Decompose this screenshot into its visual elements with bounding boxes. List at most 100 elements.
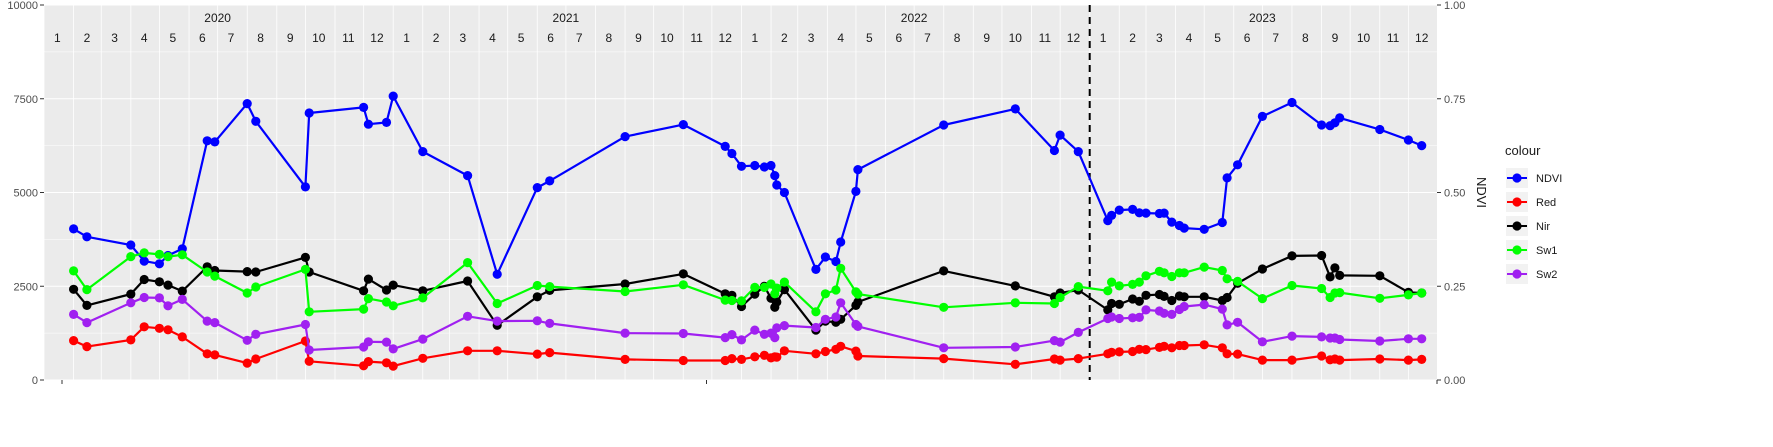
- month-label: 3: [808, 31, 815, 45]
- year-label: 2023: [1249, 11, 1276, 25]
- data-point-nir: [251, 267, 261, 277]
- data-point-sw2: [1287, 331, 1297, 341]
- data-point-red: [532, 349, 542, 359]
- data-point-nir: [177, 286, 187, 296]
- data-point-sw2: [1107, 312, 1117, 322]
- data-point-red: [1199, 340, 1209, 350]
- legend: colour NDVI Red Nir Sw1 Sw2: [1505, 143, 1562, 284]
- data-point-nir: [532, 292, 542, 302]
- y-axis-left: 0 2500 5000 7500 10000: [7, 0, 44, 387]
- data-point-red: [1055, 355, 1065, 365]
- data-point-sw2: [1141, 305, 1151, 315]
- data-point-sw2: [1233, 317, 1243, 327]
- data-point-red: [1233, 349, 1243, 359]
- data-point-sw2: [836, 298, 846, 308]
- data-point-red: [1403, 355, 1413, 365]
- data-point-red: [1167, 343, 1177, 353]
- data-point-ndvi: [750, 160, 760, 171]
- data-point-ndvi: [418, 147, 428, 157]
- data-point-ndvi: [1049, 145, 1059, 156]
- data-point-sw2: [300, 319, 310, 330]
- data-point-ndvi: [492, 269, 502, 279]
- month-label: 5: [518, 31, 525, 45]
- data-point-nir: [1287, 251, 1297, 261]
- legend-label: Red: [1536, 197, 1556, 209]
- data-point-sw2: [1217, 304, 1227, 314]
- month-label: 5: [169, 31, 176, 45]
- month-label: 11: [1387, 31, 1400, 45]
- data-point-red: [1417, 354, 1427, 364]
- data-point-ndvi: [463, 171, 473, 181]
- data-point-sw1: [1107, 277, 1117, 287]
- data-point-nir: [1375, 271, 1385, 281]
- legend-key-point: [1512, 245, 1522, 255]
- data-point-ndvi: [126, 240, 136, 250]
- data-point-ndvi: [139, 256, 149, 266]
- data-point-ndvi: [766, 160, 776, 171]
- data-point-nir: [1179, 292, 1189, 302]
- y-axis-right: 0.00 0.25 0.50 0.75 1.00 NDVI: [1437, 0, 1489, 387]
- data-point-ndvi: [1375, 124, 1385, 135]
- month-label: 10: [312, 31, 326, 45]
- data-point-nir: [620, 279, 630, 289]
- data-point-nir: [678, 269, 688, 279]
- data-point-nir: [463, 276, 473, 286]
- month-label: 10: [1357, 31, 1371, 45]
- month-label: 8: [605, 31, 612, 45]
- data-point-sw1: [1010, 298, 1020, 308]
- data-point-sw1: [772, 283, 782, 293]
- data-point-sw1: [1375, 293, 1385, 303]
- data-point-sw2: [304, 345, 314, 355]
- data-point-sw1: [620, 286, 630, 297]
- data-point-ndvi: [779, 187, 790, 198]
- data-point-red: [772, 352, 782, 362]
- y-tick-label-left: 0: [32, 375, 38, 387]
- data-point-sw2: [1159, 308, 1169, 318]
- data-point-red: [1257, 355, 1267, 365]
- data-point-ndvi: [736, 161, 747, 171]
- data-point-sw1: [1141, 271, 1151, 281]
- month-label: 7: [924, 31, 931, 45]
- data-point-ndvi: [770, 171, 780, 181]
- data-point-sw2: [154, 293, 164, 303]
- data-point-ndvi: [1317, 120, 1327, 130]
- data-point-sw1: [388, 301, 398, 311]
- data-point-sw1: [836, 263, 846, 273]
- year-label: 2021: [553, 11, 580, 25]
- data-point-red: [1159, 341, 1169, 351]
- data-point-sw1: [304, 307, 314, 317]
- data-point-sw1: [154, 249, 164, 259]
- data-point-red: [1335, 355, 1345, 365]
- data-point-sw2: [126, 298, 136, 308]
- legend-key-point: [1512, 269, 1522, 279]
- data-point-ndvi: [69, 224, 79, 234]
- data-point-ndvi: [300, 182, 310, 192]
- y-tick-label-right: 0.00: [1444, 375, 1465, 387]
- month-label: 4: [1186, 31, 1193, 45]
- data-point-ndvi: [1114, 205, 1124, 215]
- data-point-sw1: [1317, 283, 1327, 294]
- data-point-nir: [1222, 292, 1232, 303]
- data-point-ndvi: [1055, 130, 1065, 140]
- data-point-ndvi: [154, 259, 164, 269]
- data-point-nir: [69, 284, 79, 294]
- data-point-sw2: [1317, 332, 1327, 342]
- data-point-sw2: [1222, 320, 1232, 330]
- data-point-nir: [1335, 270, 1345, 280]
- data-point-sw2: [82, 318, 92, 328]
- data-point-sw1: [126, 252, 136, 262]
- data-point-red: [418, 353, 428, 363]
- y-tick-label-right: 0.50: [1444, 188, 1465, 200]
- data-point-sw1: [1103, 286, 1113, 296]
- data-point-ndvi: [727, 148, 737, 159]
- data-point-sw1: [1199, 262, 1209, 272]
- data-point-sw2: [1403, 334, 1413, 344]
- data-point-sw1: [177, 250, 187, 260]
- data-point-sw2: [779, 321, 790, 331]
- data-point-ndvi: [1222, 173, 1232, 183]
- data-point-ndvi: [1403, 135, 1413, 145]
- data-point-sw1: [139, 248, 149, 258]
- data-point-ndvi: [82, 232, 92, 242]
